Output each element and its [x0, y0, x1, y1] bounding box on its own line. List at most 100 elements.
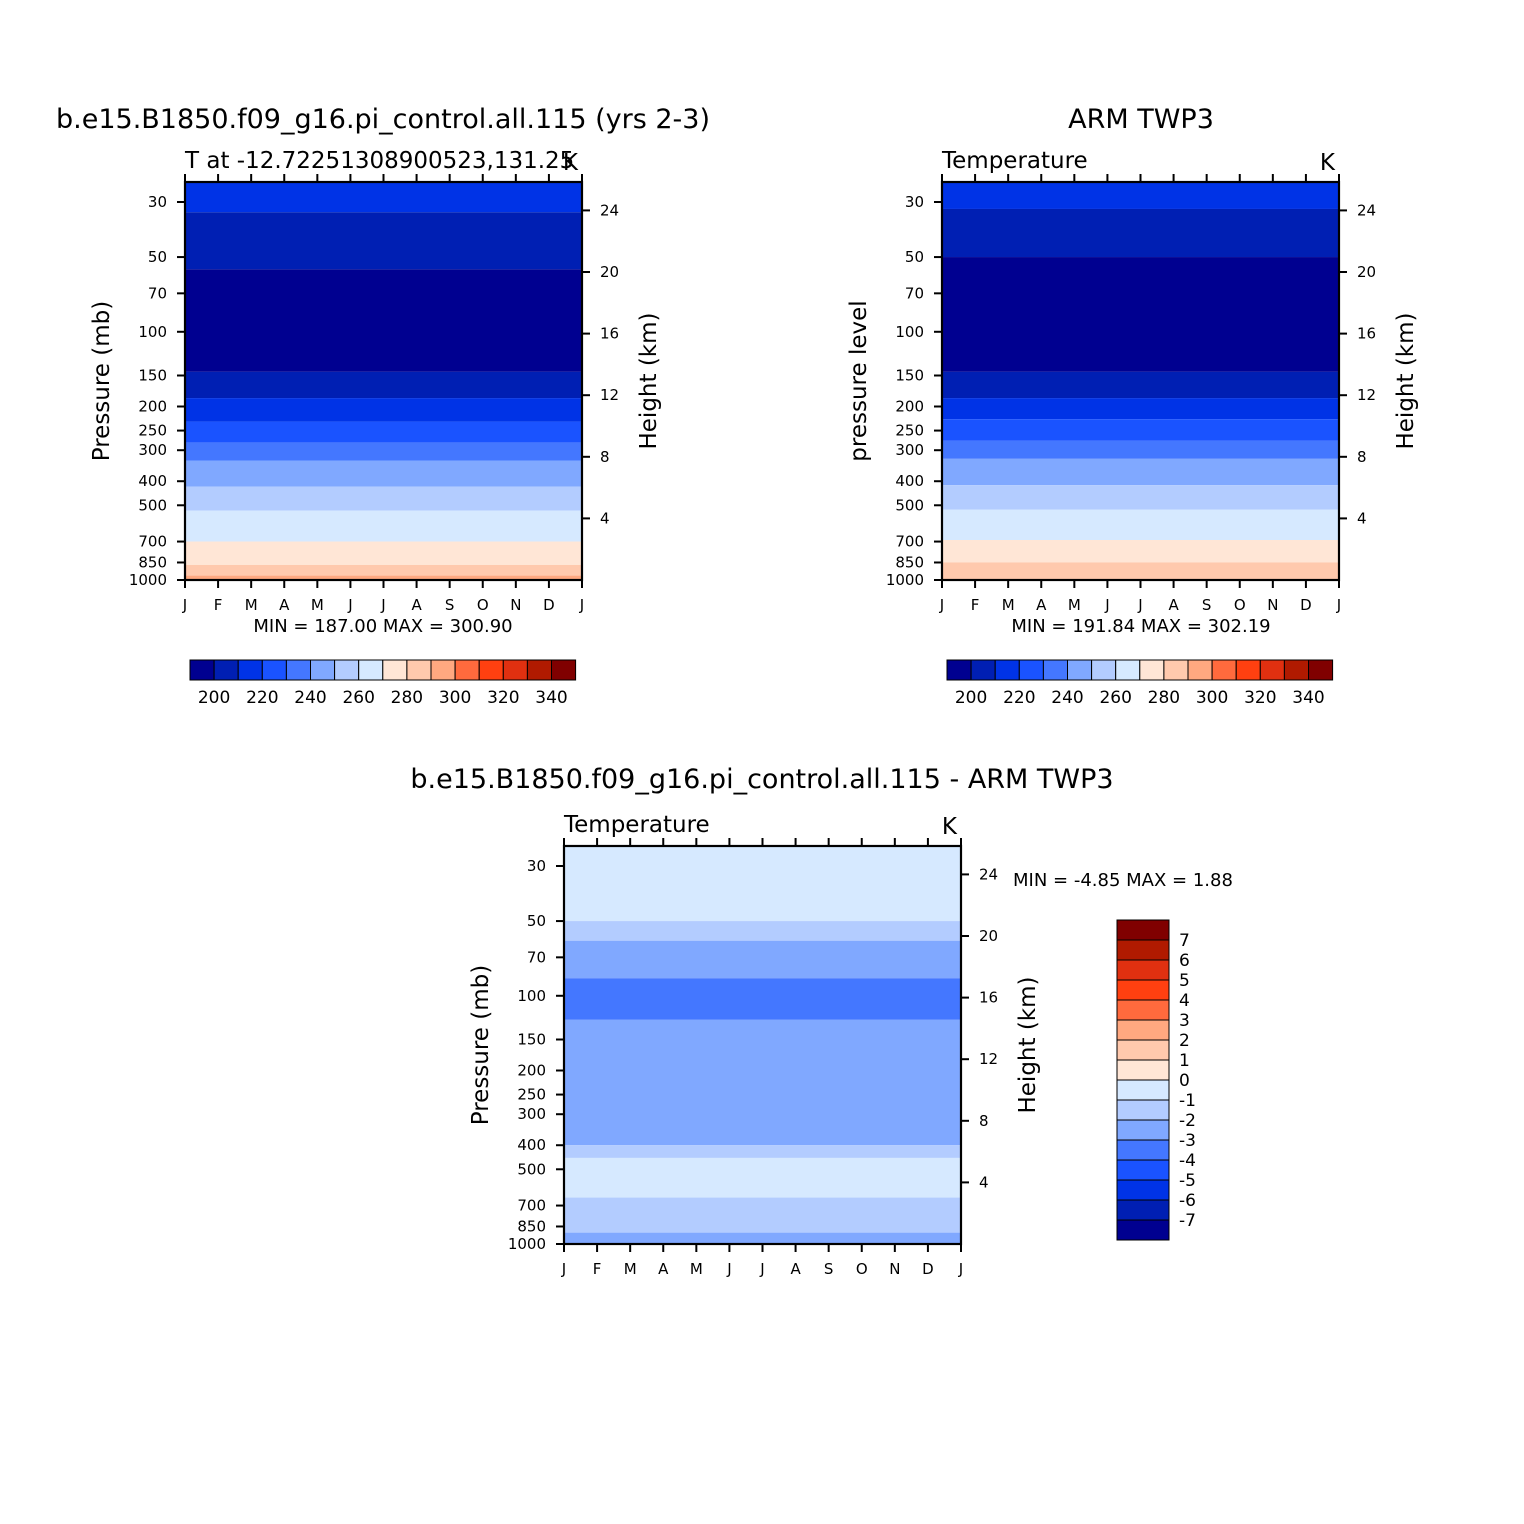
y-tick-label: 850	[138, 553, 167, 571]
y-tick-label: 1000	[129, 571, 167, 589]
colorbar-box	[1067, 659, 1093, 681]
x-tick-label: F	[593, 1260, 602, 1278]
x-tick-label: J	[347, 596, 352, 614]
colorbar-box	[1116, 1059, 1170, 1081]
height-tick-label: 4	[600, 509, 610, 527]
height-tick-label: 4	[979, 1173, 989, 1191]
x-tick-label: S	[1202, 596, 1212, 614]
y-tick-label: 50	[148, 248, 167, 266]
height-tick-label: 24	[1357, 201, 1376, 219]
colorbar-box	[994, 659, 1020, 681]
contour-band	[185, 442, 582, 461]
colorbar-box	[213, 659, 239, 681]
colorbar-box	[1042, 659, 1069, 681]
y-tick-label: 850	[517, 1217, 546, 1235]
colorbar-box	[1116, 1199, 1170, 1221]
height-tick-label: 20	[1357, 263, 1376, 281]
y-tick-label: 250	[517, 1086, 546, 1104]
colorbar-box	[454, 659, 480, 681]
colorbar-box	[237, 659, 263, 681]
colorbar-box	[1308, 659, 1334, 681]
x-tick-label: J	[759, 1260, 764, 1278]
x-tick-label: A	[1168, 596, 1179, 614]
x-tick-label: M	[624, 1260, 637, 1278]
x-tick-label: J	[1137, 596, 1142, 614]
y-axis-right-label: Height (km)	[1015, 976, 1041, 1113]
height-tick-label: 24	[979, 865, 998, 883]
colorbar-label: 260	[1099, 688, 1131, 708]
contour-band	[564, 1232, 961, 1244]
x-tick-label: J	[579, 596, 584, 614]
y-tick-label: 300	[517, 1105, 546, 1123]
y-tick-label: 400	[895, 472, 924, 490]
colorbar-label: -3	[1179, 1131, 1196, 1151]
colorbar-box	[1116, 1079, 1170, 1101]
left-string: Temperature	[563, 812, 710, 838]
x-tick-label: S	[824, 1260, 834, 1278]
colorbar-box	[970, 659, 996, 681]
x-tick-label: J	[182, 596, 187, 614]
colorbar-box	[406, 659, 432, 681]
colorbar-label: 5	[1179, 971, 1190, 991]
min-max-label: MIN = 187.00 MAX = 300.90	[253, 616, 512, 637]
x-tick-label: A	[1036, 596, 1047, 614]
y-tick-label: 500	[138, 496, 167, 514]
x-tick-label: A	[279, 596, 290, 614]
x-tick-label: O	[477, 596, 489, 614]
units-label: K	[1320, 150, 1336, 176]
contour-band	[564, 940, 961, 979]
colorbar-box	[946, 659, 972, 681]
contour-band	[564, 1157, 961, 1198]
colorbar-box	[478, 659, 504, 681]
x-tick-label: F	[214, 596, 223, 614]
colorbar-box	[1139, 659, 1165, 681]
colorbar-label: 200	[955, 688, 987, 708]
x-tick-label: J	[1104, 596, 1109, 614]
colorbar-label: 280	[391, 688, 423, 708]
contour-band	[942, 257, 1339, 372]
colorbar-box	[261, 659, 287, 681]
y-tick-label: 700	[138, 533, 167, 551]
x-tick-label: M	[690, 1260, 703, 1278]
y-tick-label: 500	[517, 1160, 546, 1178]
colorbar-label: 280	[1148, 688, 1180, 708]
x-tick-label: M	[1068, 596, 1081, 614]
contour-band	[942, 485, 1339, 510]
colorbar-box	[334, 659, 360, 681]
height-tick-label: 8	[979, 1112, 989, 1130]
colorbar-label: 300	[439, 688, 471, 708]
x-tick-label: D	[922, 1260, 934, 1278]
x-tick-label: O	[1234, 596, 1246, 614]
colorbar-box	[358, 659, 384, 681]
x-tick-label: J	[380, 596, 385, 614]
colorbar-box	[189, 659, 215, 681]
y-tick-label: 70	[527, 948, 546, 966]
min-max-label: MIN = -4.85 MAX = 1.88	[1013, 870, 1233, 891]
left-string: T at -12.72251308900523,131.25	[184, 148, 574, 174]
colorbar-label: -4	[1179, 1151, 1196, 1171]
colorbar-label: 340	[535, 688, 567, 708]
height-tick-label: 4	[1357, 509, 1367, 527]
colorbar-box	[526, 659, 553, 681]
colorbar-box	[1115, 659, 1141, 681]
colorbar-box	[1091, 659, 1117, 681]
y-tick-label: 1000	[886, 571, 924, 589]
y-tick-label: 700	[895, 533, 924, 551]
colorbar-box	[1211, 659, 1237, 681]
x-tick-label: J	[1336, 596, 1341, 614]
colorbar-box	[1283, 659, 1310, 681]
colorbar-label: 260	[342, 688, 374, 708]
colorbar-label: 200	[198, 688, 230, 708]
x-tick-label: F	[971, 596, 980, 614]
x-tick-label: J	[958, 1260, 963, 1278]
contour-band	[942, 371, 1339, 399]
x-tick-label: M	[311, 596, 324, 614]
height-tick-label: 12	[979, 1050, 998, 1068]
y-tick-label: 200	[517, 1062, 546, 1080]
height-tick-label: 20	[600, 263, 619, 281]
colorbar-label: 220	[1003, 688, 1035, 708]
y-tick-label: 400	[138, 472, 167, 490]
contour-band	[564, 978, 961, 1020]
contour-band	[942, 398, 1339, 420]
